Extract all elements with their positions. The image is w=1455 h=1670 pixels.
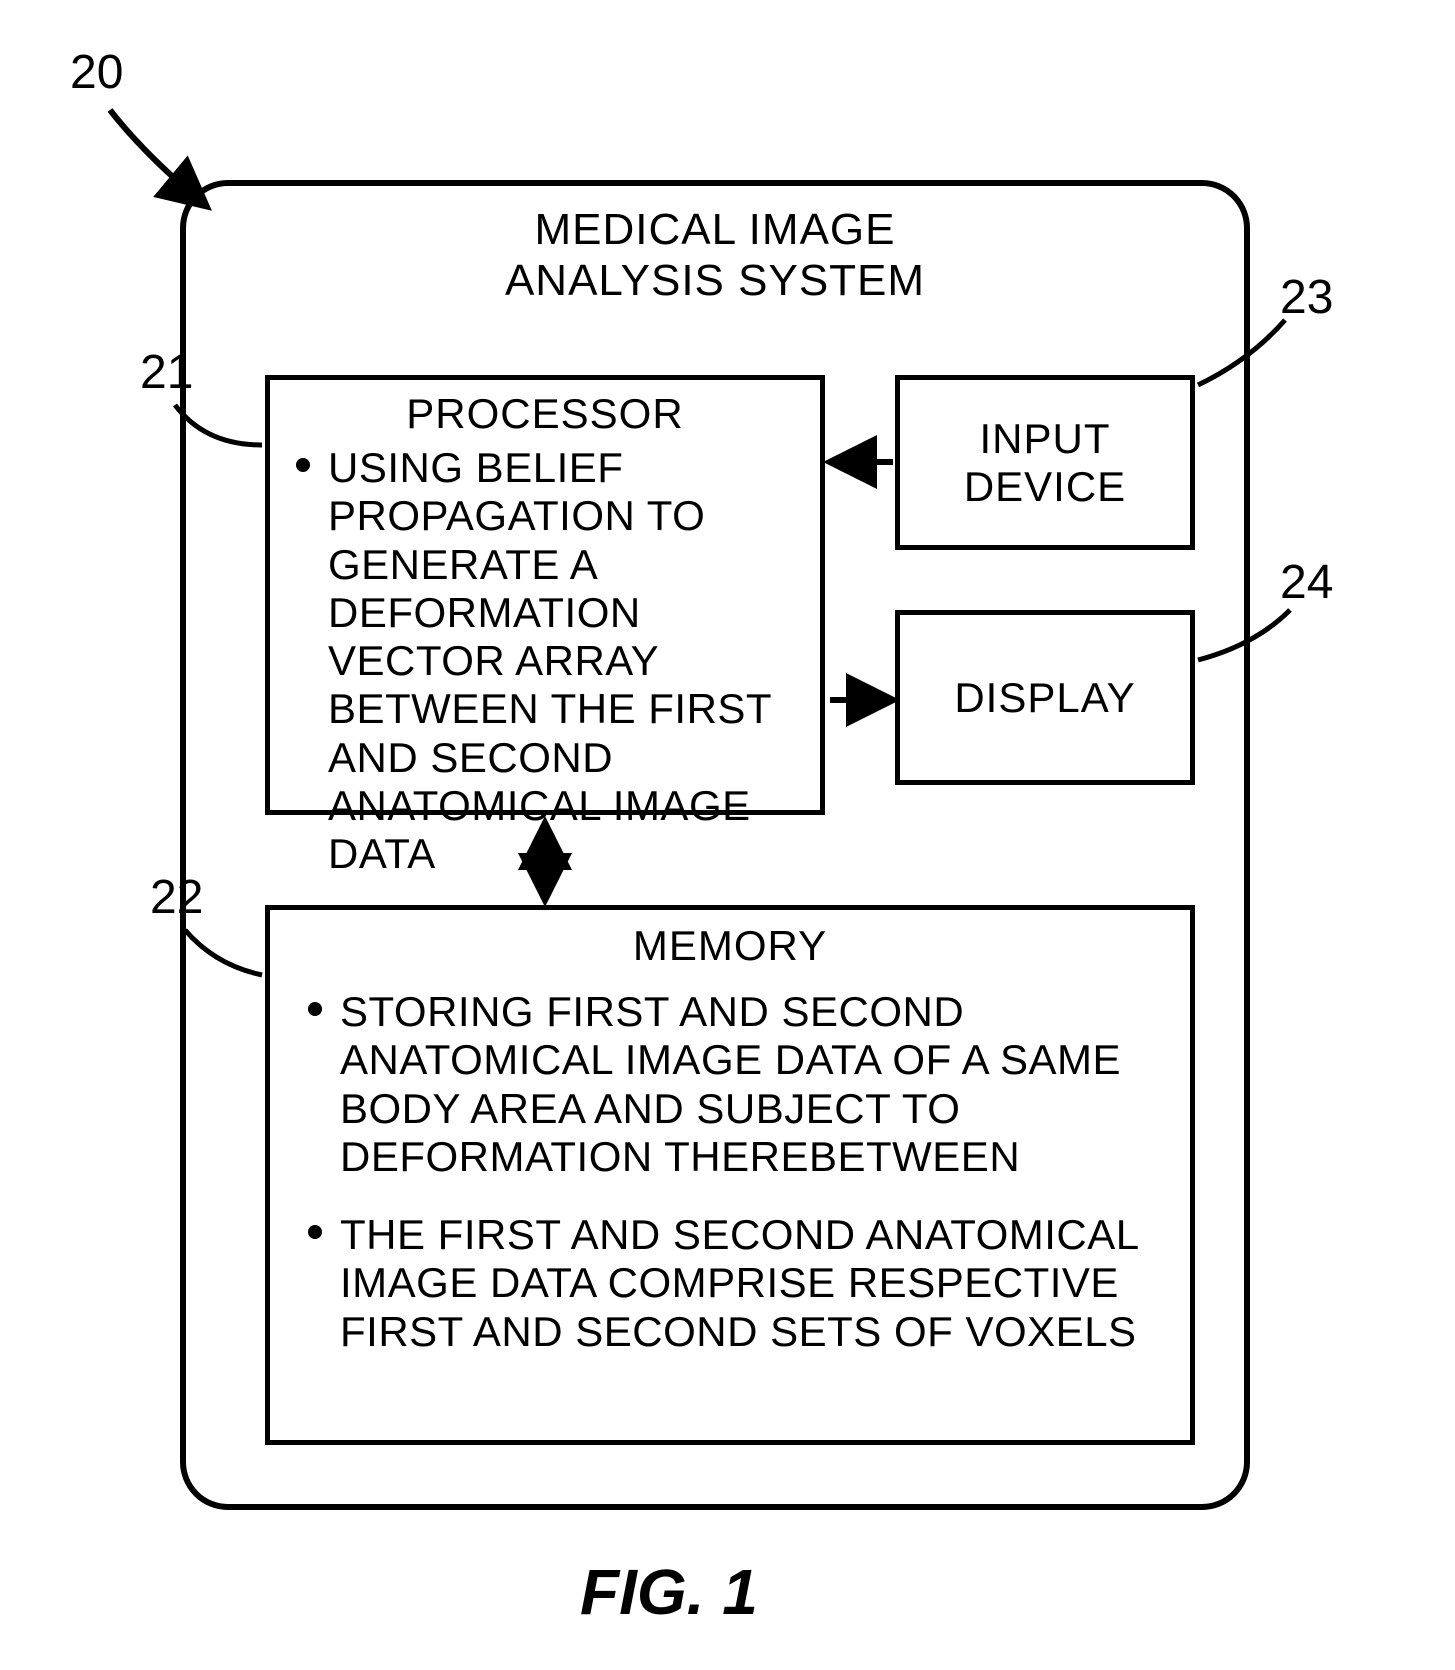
ref-processor: 21: [140, 345, 193, 400]
display-title: DISPLAY: [954, 674, 1135, 722]
ref-input: 23: [1280, 270, 1333, 325]
processor-bullet-1: USING BELIEF PROPAGATION TO GENERATE A D…: [288, 444, 802, 879]
display-box: DISPLAY: [895, 610, 1195, 785]
memory-bullet-2-text: THE FIRST AND SECOND ANATOMICAL IMAGE DA…: [340, 1211, 1138, 1355]
bullet-icon: [296, 458, 310, 472]
figure-caption: FIG. 1: [580, 1555, 758, 1629]
processor-box: PROCESSOR USING BELIEF PROPAGATION TO GE…: [265, 375, 825, 815]
system-title: MEDICAL IMAGE ANALYSIS SYSTEM: [180, 205, 1250, 306]
memory-bullet-1: STORING FIRST AND SECOND ANATOMICAL IMAG…: [300, 988, 1160, 1181]
processor-title: PROCESSOR: [288, 390, 802, 438]
bullet-icon: [308, 1225, 322, 1239]
memory-bullet-2: THE FIRST AND SECOND ANATOMICAL IMAGE DA…: [300, 1211, 1160, 1356]
processor-bullet-1-text: USING BELIEF PROPAGATION TO GENERATE A D…: [328, 444, 771, 877]
ref-memory: 22: [150, 870, 203, 925]
memory-box: MEMORY STORING FIRST AND SECOND ANATOMIC…: [265, 905, 1195, 1445]
memory-title: MEMORY: [300, 922, 1160, 970]
ref-display: 24: [1280, 555, 1333, 610]
input-device-box: INPUTDEVICE: [895, 375, 1195, 550]
ref-system: 20: [70, 45, 123, 100]
memory-bullet-1-text: STORING FIRST AND SECOND ANATOMICAL IMAG…: [340, 988, 1121, 1180]
input-device-title: INPUTDEVICE: [964, 415, 1126, 511]
bullet-icon: [308, 1002, 322, 1016]
